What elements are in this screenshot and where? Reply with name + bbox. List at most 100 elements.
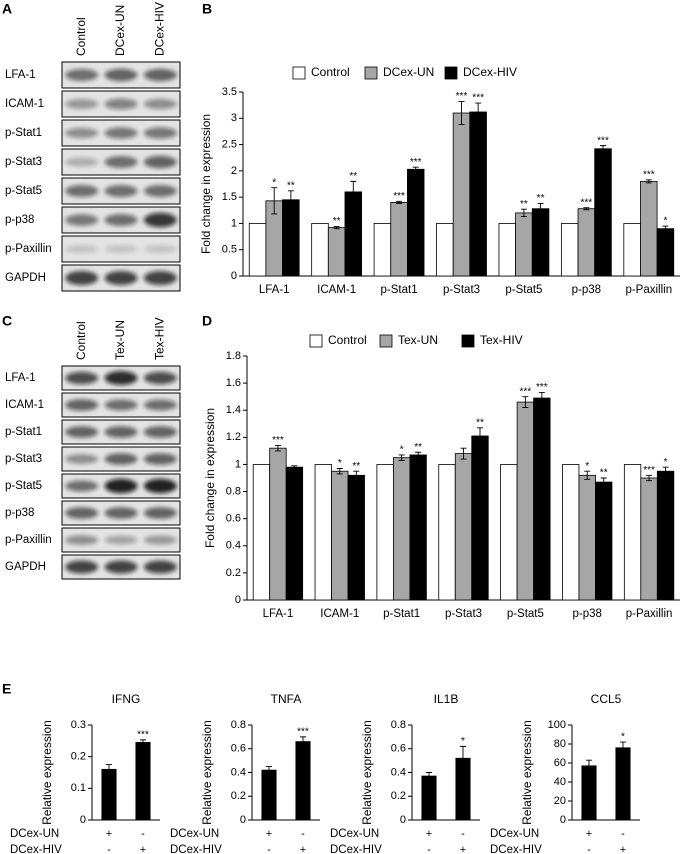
significance: * (461, 736, 465, 747)
bar (376, 464, 394, 601)
significance: ** (520, 199, 528, 210)
x-tick-label: p-p38 (572, 284, 601, 296)
x-tick-label: p-Stat1 (381, 284, 418, 296)
blot-band (143, 155, 177, 169)
bar (327, 227, 346, 277)
bar (562, 464, 580, 601)
bar (581, 765, 597, 821)
significance: *** (597, 135, 609, 146)
blot-row-label: p-Stat1 (5, 426, 42, 438)
bar (656, 228, 675, 277)
y-tick-label: 0.8 (226, 485, 241, 497)
error-bar (520, 208, 527, 218)
blot-band (104, 127, 138, 139)
condition-mark: - (301, 828, 305, 840)
x-tick-label: ICAM-1 (320, 608, 359, 620)
chart-title: CCL5 (591, 692, 622, 706)
blot-band (143, 270, 177, 286)
legend-label: Control (311, 65, 350, 79)
error-bar (291, 465, 298, 469)
significance: * (664, 457, 668, 468)
chart-title: TNFA (271, 692, 302, 706)
lane-label: Control (74, 321, 88, 360)
y-tick-label: 2.5 (222, 138, 237, 150)
y-tick-label: 0.6 (391, 743, 406, 755)
blot-band (104, 426, 138, 438)
blot-band (143, 399, 177, 411)
condition-mark: + (426, 828, 432, 840)
blot-band (65, 560, 99, 574)
lane-label: DCex-HIV (153, 2, 167, 56)
bar (594, 148, 612, 277)
x-tick-label: p-Stat1 (383, 608, 420, 620)
error-bar (266, 766, 272, 775)
significance: ** (352, 461, 360, 472)
legend-swatch (292, 66, 306, 80)
error-bar (620, 741, 626, 754)
blot-row-label: p-Paxillin (5, 534, 52, 546)
significance: *** (456, 91, 468, 102)
error-bar (662, 225, 669, 232)
blot-band (143, 507, 177, 519)
blot-band (143, 535, 177, 545)
blot-row-label: LFA-1 (5, 372, 36, 384)
condition-mark: + (140, 844, 146, 854)
significance: *** (393, 191, 405, 202)
condition-label: DCex-HIV (330, 844, 382, 854)
bar (295, 741, 311, 821)
y-tick-label: 0 (231, 270, 237, 282)
bar (623, 223, 641, 277)
y-tick-label: 0.8 (391, 719, 406, 731)
x-tick-label: p-Paxillin (626, 608, 673, 620)
error-bar (426, 772, 432, 781)
error-bar (274, 445, 281, 452)
significance: *** (472, 93, 484, 104)
blot-band (143, 371, 177, 385)
bar (578, 474, 596, 601)
error-bar (336, 468, 343, 475)
blot-band (65, 507, 99, 519)
legend-swatch (379, 334, 393, 348)
bar (595, 481, 613, 601)
blot-band (143, 68, 177, 82)
error-bar (475, 102, 482, 122)
blot-band (65, 270, 99, 286)
bar (533, 397, 551, 601)
y-axis-label: Relative expression (360, 720, 374, 825)
bar (516, 401, 535, 601)
blot-row-label: p-Stat5 (5, 185, 42, 197)
significance: * (663, 216, 667, 227)
blot-band (143, 212, 177, 228)
y-tick-label: 0.8 (231, 719, 246, 731)
y-tick-label: 0.2 (226, 567, 241, 579)
y-axis-label: Fold change in expression (199, 114, 213, 254)
blot-band (143, 453, 177, 465)
y-tick-label: 0 (240, 814, 246, 826)
significance: *** (581, 197, 593, 208)
error-bar (460, 447, 467, 460)
y-tick-label: 80 (554, 738, 566, 750)
error-bar (333, 226, 340, 230)
bar (615, 747, 631, 821)
y-tick-label: 0.1 (71, 782, 86, 794)
bar (285, 466, 304, 601)
significance: *** (520, 386, 532, 397)
x-tick-label: p-Stat3 (445, 608, 482, 620)
error-bar (412, 166, 419, 172)
panel-label: E (2, 681, 11, 697)
blot-row-label: p-Stat1 (5, 127, 42, 139)
blot-band (104, 371, 138, 385)
bar (640, 180, 658, 277)
x-tick-label: p-Stat5 (507, 608, 544, 620)
error-bar (476, 427, 483, 445)
legend-swatch (444, 66, 458, 80)
error-bar (271, 187, 278, 215)
blot-band (104, 245, 138, 253)
legend-label: Control (328, 333, 367, 347)
blot-band (65, 99, 99, 109)
blot-band (65, 454, 99, 464)
y-tick-label: 20 (554, 795, 566, 807)
condition-mark: - (621, 828, 625, 840)
